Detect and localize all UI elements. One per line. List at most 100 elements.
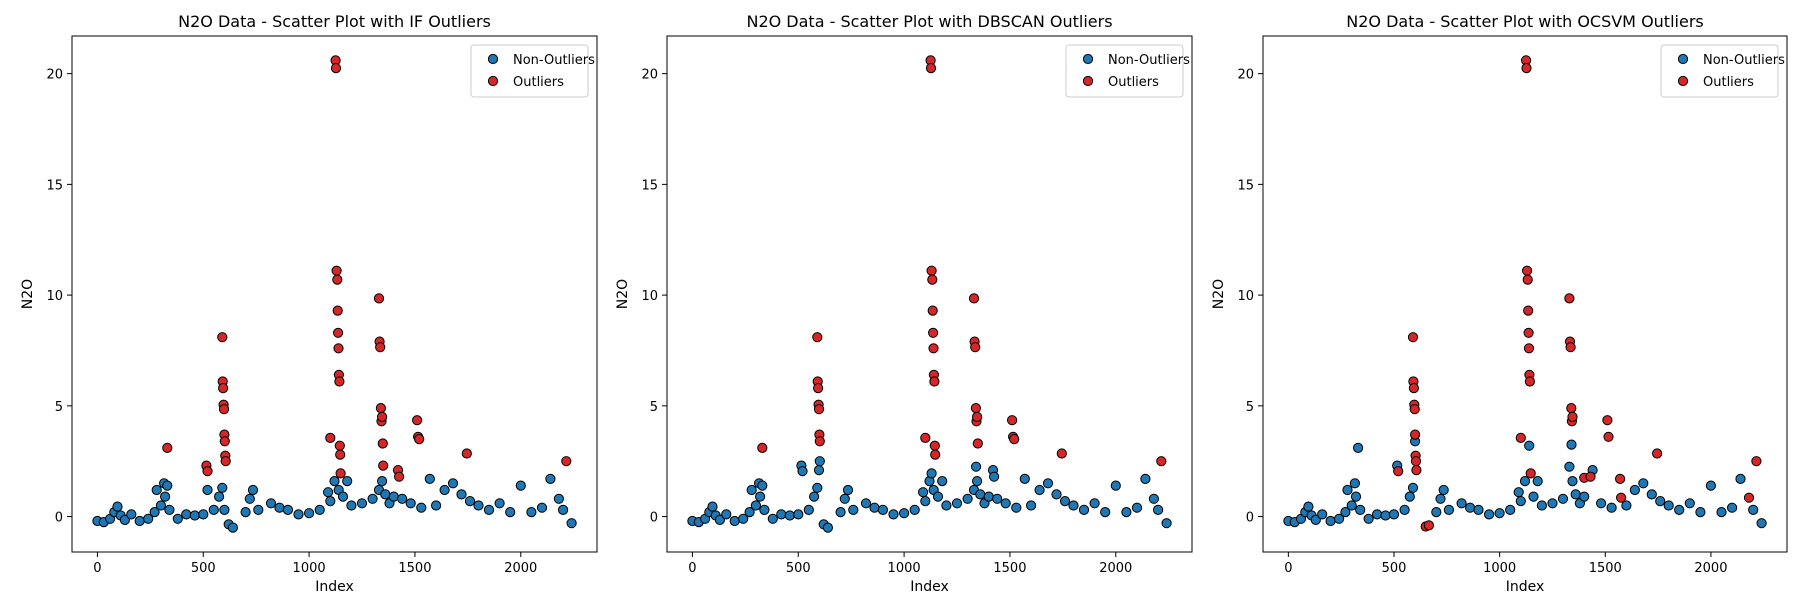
outlier-point (332, 274, 343, 285)
non-outlier-point (439, 484, 450, 496)
y-tick-label: 15 (46, 178, 63, 193)
non-outlier-point (1317, 509, 1328, 520)
outlier-point (972, 411, 983, 422)
non-outlier-point (989, 471, 1000, 482)
legend-box (470, 44, 589, 98)
outlier-point (331, 265, 342, 276)
non-outlier-point (983, 491, 994, 502)
non-outlier-point (813, 465, 825, 476)
legend-label: Non-Outliers (513, 53, 595, 68)
non-outlier-point (746, 484, 757, 496)
non-outlier-point (367, 493, 378, 504)
non-outlier-point (274, 502, 285, 513)
non-outlier-point (972, 476, 983, 487)
y-axis-label: N2O (615, 279, 631, 309)
non-outlier-point (1547, 498, 1558, 509)
outlier-point (1615, 473, 1626, 484)
non-outlier-point (346, 500, 357, 511)
non-outlier-point (793, 509, 804, 520)
non-outlier-point (1431, 506, 1442, 518)
non-outlier-point (839, 493, 850, 504)
legend-label: Outliers (1703, 75, 1754, 90)
non-outlier-point (217, 482, 228, 493)
non-outlier-point (899, 508, 910, 519)
outlier-point (972, 438, 983, 449)
non-outlier-point (265, 498, 277, 509)
non-outlier-point (244, 493, 255, 504)
non-outlier-point (416, 502, 427, 513)
non-outlier-point (456, 489, 467, 500)
non-outlier-point (738, 513, 749, 524)
outlier-point (970, 403, 982, 414)
non-outlier-point (172, 513, 183, 524)
legend-box (1660, 44, 1779, 98)
non-outlier-point (1484, 509, 1495, 520)
outlier-point (927, 274, 938, 285)
outlier-point (218, 383, 229, 394)
outlier-point (162, 442, 173, 453)
outlier-point (335, 449, 346, 460)
chart-title: N2O Data - Scatter Plot with DBSCAN Outl… (746, 12, 1112, 31)
non-outlier-point (473, 500, 484, 511)
non-outlier-point (143, 513, 154, 524)
non-outlier-point (1515, 496, 1526, 507)
non-outlier-point (848, 504, 859, 515)
non-outlier-point (227, 522, 238, 533)
outlier-point (920, 432, 931, 443)
x-axis-label: Index (910, 579, 949, 595)
outlier-point (928, 343, 939, 354)
non-outlier-point (253, 504, 264, 515)
y-tick-label: 10 (1237, 289, 1254, 304)
non-outlier-point (323, 487, 334, 498)
outlier-point (1522, 265, 1533, 276)
non-outlier-point (1100, 506, 1111, 518)
non-outlier-point (1121, 506, 1132, 518)
non-outlier-point (314, 504, 325, 515)
non-outlier-point (1407, 482, 1419, 493)
outlier-point (929, 440, 940, 451)
non-outlier-point (1524, 440, 1535, 451)
non-outlier-point (151, 484, 162, 496)
non-outlier-point (814, 456, 825, 467)
outlier-point (1525, 468, 1536, 479)
outlier-point (1411, 465, 1422, 476)
non-outlier-point (189, 510, 200, 521)
non-outlier-point (767, 513, 778, 524)
y-tick-label: 20 (46, 68, 63, 83)
non-outlier-point (545, 473, 556, 484)
non-outlier-point (494, 498, 505, 509)
y-tick-label: 5 (1246, 400, 1254, 415)
plot-frame (1262, 35, 1788, 553)
non-outlier-point (1310, 514, 1321, 526)
outlier-point (968, 293, 980, 304)
legend-marker (1677, 53, 1689, 65)
non-outlier-point (119, 514, 131, 526)
non-outlier-point (1380, 510, 1391, 521)
non-outlier-point (1346, 500, 1357, 511)
non-outlier-point (1349, 478, 1361, 489)
legend: Non-Outliers Outliers (1660, 44, 1785, 98)
outlier-point (813, 404, 825, 415)
non-outlier-point (918, 487, 929, 498)
non-outlier-point (1325, 515, 1336, 527)
non-outlier-point (1663, 500, 1674, 511)
non-outlier-point (1110, 480, 1121, 491)
non-outlier-point (388, 491, 399, 502)
y-tick-label: 20 (1237, 68, 1254, 83)
non-outlier-point (1148, 493, 1160, 504)
outlier-point (1407, 332, 1419, 343)
y-tick-label: 5 (650, 400, 658, 415)
outlier-point (1751, 456, 1762, 467)
non-outlier-point (1438, 484, 1449, 496)
y-tick-label: 10 (46, 289, 63, 304)
non-outlier-point (1505, 504, 1516, 515)
outlier-point (220, 456, 231, 467)
non-outlier-point (1303, 501, 1314, 512)
outlier-point (1523, 343, 1535, 354)
outlier-point (1565, 342, 1576, 353)
non-outlier-point (797, 466, 808, 477)
non-outlier-point (1528, 491, 1539, 502)
non-outlier-point (1579, 491, 1590, 502)
y-tick-label: 20 (641, 68, 658, 83)
